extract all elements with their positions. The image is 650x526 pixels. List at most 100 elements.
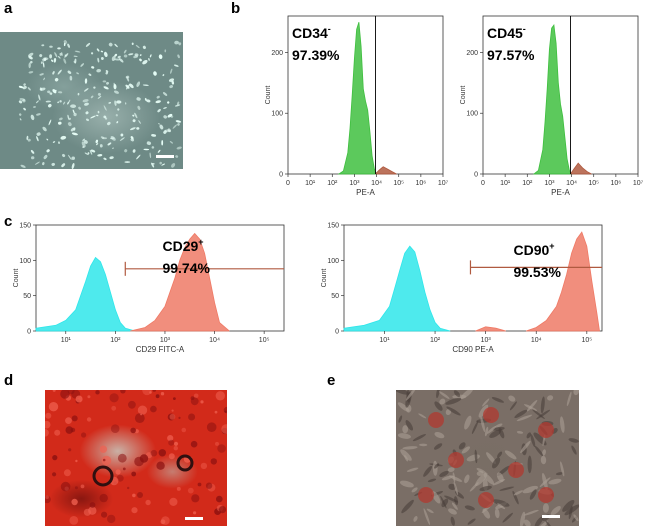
cell bbox=[536, 409, 551, 420]
x-tick-label: 10⁷ bbox=[633, 180, 644, 187]
cell bbox=[520, 440, 531, 454]
cell bbox=[59, 100, 62, 103]
cell bbox=[532, 409, 545, 419]
cell bbox=[156, 95, 160, 99]
cell bbox=[175, 120, 182, 123]
cell bbox=[72, 109, 75, 114]
mineral-deposit bbox=[130, 427, 136, 434]
cell bbox=[41, 44, 45, 47]
cell bbox=[48, 103, 52, 108]
cell bbox=[550, 505, 561, 516]
histogram-cd29: 0 50 100 150 10¹ 10² 10³ 10⁴ 10⁵ CD29 FITC-A Count… bbox=[13, 223, 285, 354]
mineral-deposit bbox=[156, 461, 165, 470]
cell bbox=[77, 92, 80, 96]
y-tick-label: 0 bbox=[27, 329, 31, 336]
cell bbox=[566, 391, 572, 407]
cell bbox=[57, 69, 62, 75]
cell bbox=[96, 48, 100, 52]
mineral-deposit bbox=[74, 486, 78, 490]
micrograph-a bbox=[0, 32, 183, 169]
cell bbox=[399, 480, 414, 488]
cell bbox=[130, 136, 134, 140]
cell bbox=[547, 395, 554, 401]
cell bbox=[26, 135, 29, 140]
cell bbox=[57, 47, 61, 50]
cell bbox=[498, 428, 505, 439]
cell bbox=[43, 57, 47, 62]
cell bbox=[448, 475, 463, 482]
cell bbox=[71, 156, 75, 160]
x-tick-label: 10¹ bbox=[61, 337, 72, 344]
cell bbox=[130, 138, 135, 142]
cell bbox=[90, 95, 94, 99]
x-tick-label: 10⁵ bbox=[581, 337, 592, 344]
mineral-deposit bbox=[89, 502, 96, 508]
cell bbox=[492, 499, 510, 507]
x-tick-label: 10¹ bbox=[379, 337, 390, 344]
mineral-deposit bbox=[132, 493, 136, 498]
cell bbox=[49, 45, 53, 48]
cell bbox=[171, 163, 176, 168]
y-axis-label: Count bbox=[460, 86, 467, 105]
cell bbox=[397, 402, 410, 412]
cell bbox=[115, 114, 118, 117]
marker-title: CD90+ bbox=[513, 241, 554, 258]
mineral-deposit bbox=[140, 413, 143, 416]
marker-percent: 97.57% bbox=[487, 47, 535, 63]
mineral-deposit bbox=[149, 391, 152, 394]
mineral-deposit bbox=[190, 440, 198, 448]
cell bbox=[97, 92, 101, 96]
cell bbox=[46, 138, 49, 141]
x-tick-label: 10³ bbox=[349, 180, 360, 187]
mineral-deposit bbox=[122, 467, 126, 471]
cell bbox=[125, 102, 127, 105]
cell bbox=[96, 68, 102, 73]
x-tick-label: 10² bbox=[327, 180, 338, 187]
cell bbox=[163, 107, 167, 109]
mineral-deposit bbox=[45, 495, 49, 499]
mineral-deposit bbox=[167, 413, 175, 421]
cell bbox=[132, 119, 136, 123]
mineral-deposit bbox=[131, 471, 137, 477]
cell bbox=[427, 478, 437, 483]
cell bbox=[111, 55, 116, 62]
cell bbox=[114, 58, 120, 61]
lipid-droplet-cluster bbox=[418, 487, 434, 503]
mineral-deposit bbox=[168, 453, 175, 460]
series-CD29 bbox=[130, 232, 230, 332]
mineral-deposit bbox=[127, 486, 130, 490]
mineral-deposit bbox=[150, 449, 158, 457]
cell bbox=[526, 432, 532, 439]
cell bbox=[123, 49, 127, 54]
cell bbox=[63, 42, 66, 47]
mineral-deposit bbox=[88, 506, 97, 515]
histogram-cd90: 0 50 100 150 10¹ 10² 10³ 10⁴ 10⁵ CD90 PE-A Count CD… bbox=[321, 223, 603, 354]
cell bbox=[453, 481, 459, 496]
x-tick-label: 10² bbox=[430, 337, 441, 344]
cell bbox=[124, 149, 128, 153]
cell bbox=[464, 474, 470, 484]
cell bbox=[445, 397, 462, 405]
cell bbox=[74, 50, 81, 53]
mineral-deposit bbox=[115, 469, 121, 475]
cell bbox=[106, 81, 109, 85]
series-control bbox=[343, 245, 451, 332]
cell bbox=[117, 108, 120, 111]
cell bbox=[63, 58, 67, 64]
y-tick-label: 100 bbox=[466, 111, 478, 118]
cell bbox=[138, 120, 141, 124]
mineral-deposit bbox=[215, 391, 225, 401]
cell bbox=[96, 114, 99, 117]
cell bbox=[161, 140, 164, 146]
cell bbox=[163, 115, 168, 119]
cell bbox=[159, 161, 162, 165]
cell bbox=[540, 396, 545, 414]
cell bbox=[136, 127, 140, 130]
cell bbox=[52, 71, 55, 75]
cell bbox=[83, 139, 88, 144]
cell bbox=[84, 102, 89, 106]
mineral-deposit bbox=[107, 514, 116, 524]
micrograph-a-cells bbox=[18, 40, 182, 169]
nodule bbox=[176, 454, 194, 472]
mineral-deposit bbox=[75, 395, 83, 403]
